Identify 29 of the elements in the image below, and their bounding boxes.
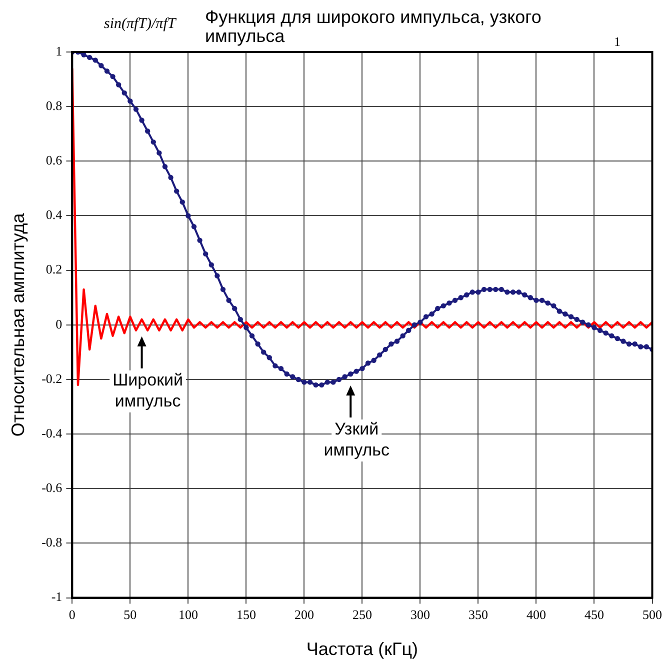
text: 1 bbox=[614, 34, 620, 50]
y-tick-label: -1 bbox=[51, 589, 62, 604]
annotation: Узкий импульс bbox=[324, 420, 390, 460]
annotation: Широкий импульс bbox=[112, 370, 183, 411]
text: sin(πfT)/πfT bbox=[104, 16, 176, 33]
x-tick-label: 0 bbox=[68, 607, 76, 622]
x-tick-label: 400 bbox=[526, 607, 546, 622]
x-tick-label: 500 bbox=[642, 607, 662, 622]
y-axis-title: Относительная амплитуда bbox=[8, 212, 28, 437]
y-tick-label: -0.8 bbox=[42, 534, 62, 550]
x-tick-label: 150 bbox=[236, 607, 256, 622]
x-tick-label: 50 bbox=[124, 607, 137, 622]
y-tick-label: -0.4 bbox=[42, 425, 63, 440]
x-tick-label: 250 bbox=[352, 607, 372, 622]
y-tick-label: 0.2 bbox=[46, 262, 62, 277]
y-tick-label: -0.6 bbox=[42, 480, 63, 496]
x-tick-label: 450 bbox=[584, 607, 604, 622]
x-tick-label: 300 bbox=[410, 607, 430, 622]
y-tick-label: 0 bbox=[56, 316, 62, 332]
y-tick-label: 0.8 bbox=[46, 98, 62, 113]
y-tick-label: -0.2 bbox=[42, 370, 62, 386]
y-tick-label: 1 bbox=[56, 43, 62, 58]
chart-title: Функция для широкого импульса, узкого импульса bbox=[205, 7, 542, 46]
x-tick-label: 100 bbox=[178, 607, 198, 622]
y-tick-label: 0.4 bbox=[46, 207, 63, 222]
x-tick-label: 350 bbox=[468, 607, 488, 622]
x-tick-label: 200 bbox=[294, 607, 314, 622]
x-axis-title: Частота (кГц) bbox=[306, 639, 418, 660]
y-tick-label: 0.6 bbox=[46, 152, 63, 168]
